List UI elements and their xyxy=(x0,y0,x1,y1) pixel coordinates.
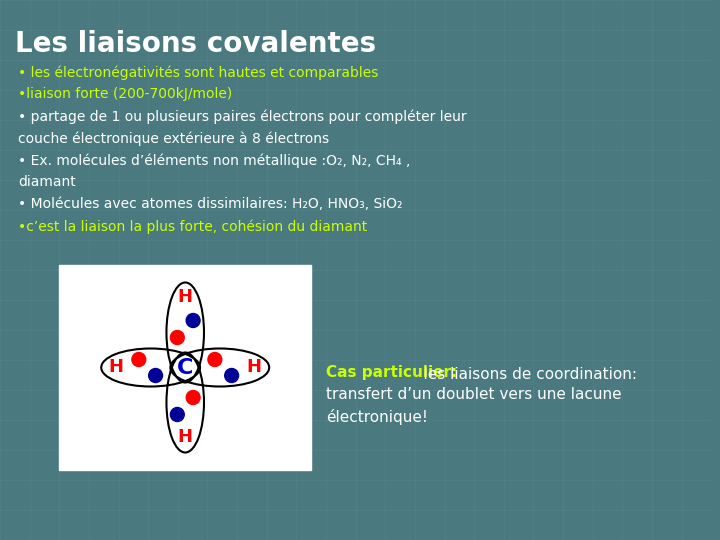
Text: • partage de 1 ou plusieurs paires électrons pour compléter leur: • partage de 1 ou plusieurs paires élect… xyxy=(18,109,467,124)
Text: transfert d’un doublet vers une lacune: transfert d’un doublet vers une lacune xyxy=(326,387,621,402)
Text: diamant: diamant xyxy=(18,175,76,189)
Text: les liaisons de coordination:: les liaisons de coordination: xyxy=(326,367,637,382)
Text: • les électronégativités sont hautes et comparables: • les électronégativités sont hautes et … xyxy=(18,65,378,79)
Circle shape xyxy=(171,330,184,345)
Text: • Ex. molécules d’éléments non métallique :O₂, N₂, CH₄ ,: • Ex. molécules d’éléments non métalliqu… xyxy=(18,153,410,167)
Text: Cas particulier:: Cas particulier: xyxy=(326,365,457,380)
Text: électronique!: électronique! xyxy=(326,409,428,425)
Text: H: H xyxy=(109,359,124,376)
Text: couche électronique extérieure à 8 électrons: couche électronique extérieure à 8 élect… xyxy=(18,131,329,145)
Circle shape xyxy=(171,408,184,422)
Circle shape xyxy=(186,390,200,404)
Text: H: H xyxy=(247,359,262,376)
Text: C: C xyxy=(177,357,194,377)
Circle shape xyxy=(132,353,145,367)
Text: H: H xyxy=(178,288,193,307)
Circle shape xyxy=(186,314,200,327)
FancyBboxPatch shape xyxy=(59,265,311,470)
Text: •c’est la liaison la plus forte, cohésion du diamant: •c’est la liaison la plus forte, cohésio… xyxy=(18,219,367,233)
Circle shape xyxy=(148,368,163,382)
Text: H: H xyxy=(178,429,193,447)
Text: Les liaisons covalentes: Les liaisons covalentes xyxy=(15,30,376,58)
Text: •liaison forte (200-700kJ/mole): •liaison forte (200-700kJ/mole) xyxy=(18,87,232,101)
Circle shape xyxy=(208,353,222,367)
Text: • Molécules avec atomes dissimilaires: H₂O, HNO₃, SiO₂: • Molécules avec atomes dissimilaires: H… xyxy=(18,197,402,211)
Circle shape xyxy=(225,368,238,382)
